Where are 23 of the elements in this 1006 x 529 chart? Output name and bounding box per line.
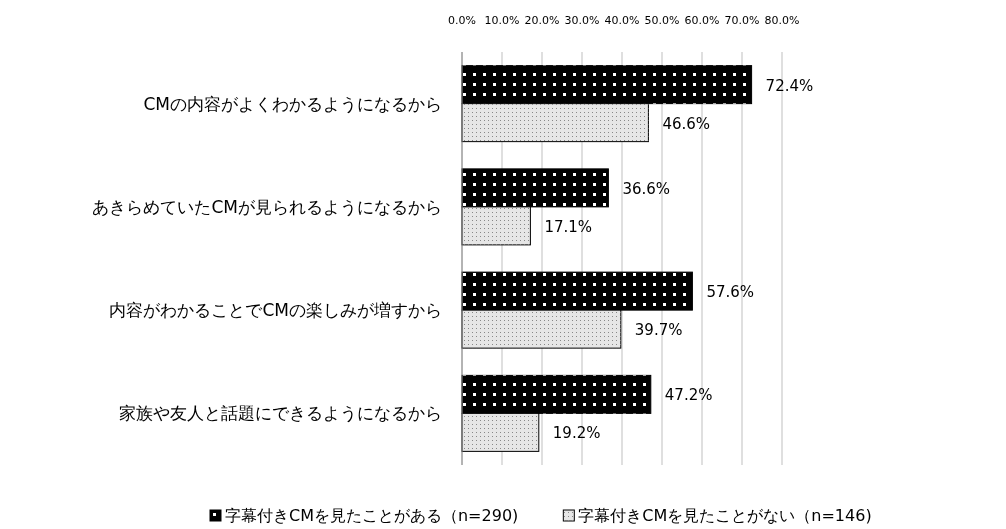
x-tick-label: 60.0% (684, 14, 720, 27)
data-label: 39.7% (634, 321, 683, 340)
y-tick-label: 内容がわかることでCMの楽しみが増すから (109, 300, 442, 321)
data-label: 19.2% (552, 424, 601, 443)
x-tick-label: 50.0% (644, 14, 680, 27)
y-tick-label: あきらめていたCMが見られるようになるから (92, 196, 442, 217)
x-tick-label: 70.0% (724, 14, 760, 27)
data-label: 46.6% (662, 114, 711, 133)
x-tick-label: 0.0% (448, 14, 476, 27)
data-label: 72.4% (765, 76, 814, 95)
x-tick-label: 80.0% (764, 14, 800, 27)
y-tick-label: CMの内容がよくわかるようになるから (143, 93, 442, 114)
x-tick-label: 40.0% (604, 14, 640, 27)
data-label: 17.1% (544, 217, 593, 236)
x-tick-label: 30.0% (564, 14, 600, 27)
x-tick-label: 20.0% (524, 14, 560, 27)
legend-label: 字幕付きCMを見たことがない（n=146) (578, 506, 872, 525)
data-label: 47.2% (664, 386, 713, 405)
x-tick-label: 10.0% (484, 14, 520, 27)
legend-label: 字幕付きCMを見たことがある（n=290) (225, 506, 519, 525)
y-tick-label: 家族や友人と話題にできるようになるから (119, 403, 442, 424)
data-label: 36.6% (622, 179, 671, 198)
data-label: 57.6% (706, 283, 755, 302)
